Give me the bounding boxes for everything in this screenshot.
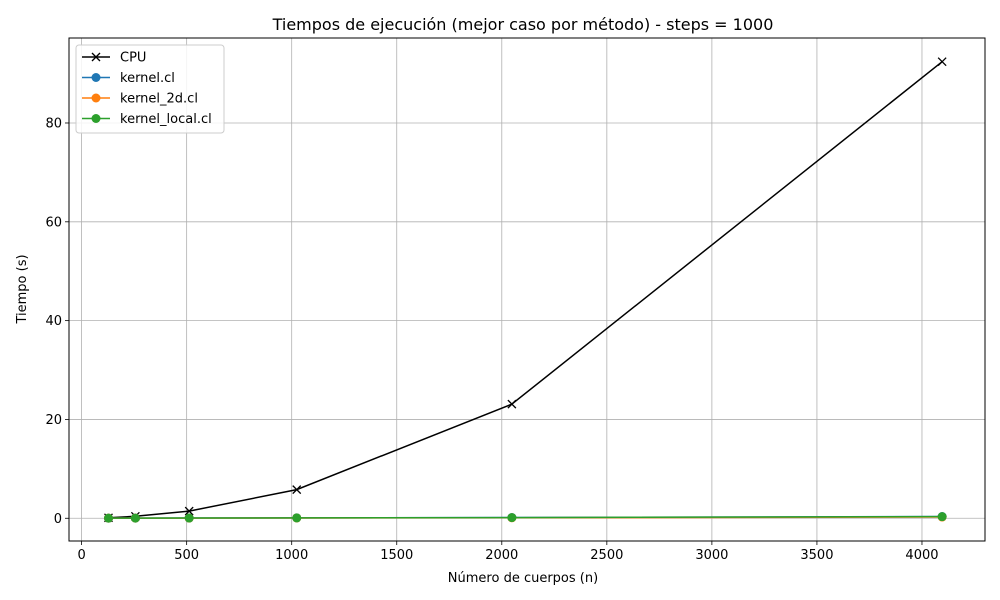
data-point-cpu: [184, 506, 194, 516]
x-tick-label: 4000: [905, 548, 938, 563]
x-tick-label: 3000: [695, 548, 728, 563]
series-line-cpu: [108, 61, 943, 519]
data-point-kernel-local-cl: [103, 513, 113, 523]
y-tick-label: 0: [54, 512, 62, 527]
legend-box: [75, 44, 225, 134]
x-tick-label: 0: [77, 548, 85, 563]
legend-item-cpu: CPU: [82, 51, 146, 66]
legend-marker: [91, 114, 101, 123]
data-point-kernel-local-cl: [130, 513, 140, 523]
plot-frame: [68, 37, 986, 542]
legend-label: kernel.cl: [120, 71, 175, 86]
legend-marker: [91, 73, 101, 82]
legend-item-kernel-cl: kernel.cl: [82, 71, 175, 86]
data-point-cpu: [507, 399, 517, 409]
chart-title: Tiempos de ejecución (mejor caso por mét…: [272, 15, 774, 34]
x-tick-label: 2000: [485, 548, 518, 563]
tick-layer: 0 500 1000 1500 2000 2500 3000 3500 4000 0 20 40 60 8…: [45, 116, 938, 563]
data-point-cpu: [937, 57, 947, 67]
legend: CPU kernel.cl kernel_2d.cl kernel_local.cl: [75, 44, 225, 134]
data-point-kernel-local-cl: [507, 513, 517, 523]
data-point-kernel-local-cl: [292, 513, 302, 523]
legend-marker: [91, 93, 101, 103]
legend-item-kernel-2d-cl: kernel_2d.cl: [82, 92, 198, 107]
x-axis-label: Número de cuerpos (n): [448, 571, 598, 586]
y-tick-label: 20: [45, 413, 62, 428]
series-kernel-local-cl: [103, 512, 947, 523]
x-tick-label: 1500: [380, 548, 413, 563]
legend-item-kernel-local-cl: kernel_local.cl: [82, 112, 212, 127]
data-point-cpu: [292, 485, 302, 495]
y-tick-label: 80: [45, 116, 62, 131]
series-layer: [103, 57, 947, 523]
legend-label: kernel_2d.cl: [120, 92, 198, 107]
x-tick-label: 1000: [275, 548, 308, 563]
x-tick-label: 500: [174, 548, 199, 563]
x-tick-label: 3500: [800, 548, 833, 563]
y-tick-label: 40: [45, 314, 62, 329]
legend-label: CPU: [120, 51, 146, 66]
legend-marker: [91, 52, 101, 62]
y-axis-label: Tiempo (s): [15, 254, 30, 324]
data-point-kernel-local-cl: [184, 513, 194, 523]
y-tick-label: 60: [45, 215, 62, 230]
data-point-kernel-local-cl: [937, 512, 947, 522]
x-tick-label: 2500: [590, 548, 623, 563]
legend-label: kernel_local.cl: [120, 112, 212, 127]
